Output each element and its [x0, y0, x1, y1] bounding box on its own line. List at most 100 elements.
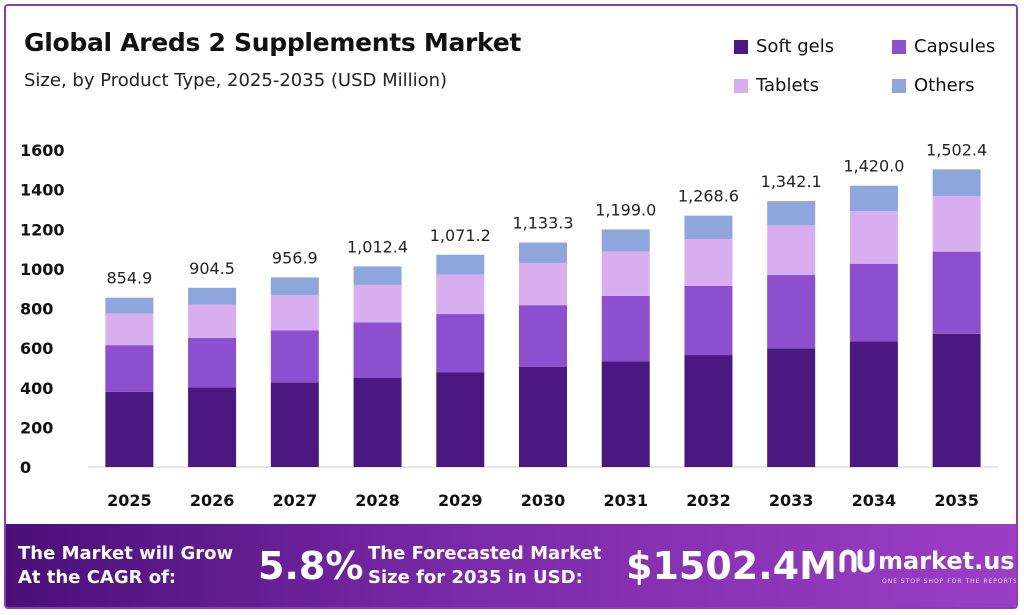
cagr-label: The Market will Grow At the CAGR of: — [18, 542, 233, 590]
bar-segment — [601, 251, 650, 296]
y-tick-label: 1000 — [20, 260, 65, 279]
bar-total-label: 1,199.0 — [595, 200, 656, 219]
bar-segment — [684, 215, 733, 239]
bar-segment — [436, 372, 485, 467]
bar-segment — [105, 313, 154, 346]
y-tick-label: 0 — [20, 458, 31, 477]
x-tick-label: 2026 — [190, 491, 235, 510]
x-tick-label: 2028 — [355, 491, 400, 510]
legend-swatch — [892, 78, 906, 93]
y-tick-label: 1600 — [20, 141, 65, 160]
bar-segment — [270, 295, 319, 331]
cagr-label-line1: The Market will Grow — [18, 543, 234, 564]
bar-segment — [436, 314, 485, 373]
chart-title: Global Areds 2 Supplements Market — [24, 28, 522, 57]
cagr-label-line2: At the CAGR of: — [18, 567, 177, 588]
bar-segment — [601, 361, 650, 467]
legend: Soft gels Capsules Tablets Others — [6, 36, 1016, 116]
legend-label: Capsules — [914, 36, 996, 57]
legend-item-tablets: Tablets — [734, 75, 819, 96]
y-tick-label: 1200 — [20, 220, 65, 239]
bar-segment — [684, 238, 733, 286]
chart-frame: Global Areds 2 Supplements Market Size, … — [4, 4, 1018, 609]
bar-segment — [849, 211, 898, 264]
x-tick-label: 2027 — [273, 491, 318, 510]
brand-tagline: ONE STOP SHOP FOR THE REPORTS — [882, 578, 1018, 585]
bar-segment — [353, 266, 402, 285]
forecast-label-line2: Size for 2035 in USD: — [368, 567, 583, 588]
x-tick-label: 2033 — [769, 491, 814, 510]
bar-total-label: 1,012.4 — [347, 237, 408, 256]
legend-label: Soft gels — [756, 36, 835, 57]
y-tick-label: 1400 — [20, 181, 65, 200]
bar-segment — [932, 195, 981, 252]
forecast-label-line1: The Forecasted Market — [368, 543, 602, 564]
bar-segment — [849, 185, 898, 212]
bar-segment — [519, 263, 567, 306]
bar-total-label: 956.9 — [272, 248, 318, 267]
legend-item-capsules: Capsules — [892, 36, 995, 57]
x-tick-label: 2030 — [521, 491, 566, 510]
cagr-value: 5.8% — [258, 544, 364, 588]
legend-swatch — [734, 78, 748, 93]
forecast-label: The Forecasted Market Size for 2035 in U… — [368, 542, 601, 590]
stacked-bar-chart: 0 200 400 600 800 1000 1200 1400 1600 854.9 2025 90… — [20, 140, 998, 510]
bar-segment — [519, 366, 567, 467]
bar-segment — [601, 229, 650, 252]
bar-segment — [684, 355, 733, 467]
bar-segment — [270, 382, 319, 467]
brand-logo: market.us ONE STOP SHOP FOR THE REPORTS — [838, 544, 1016, 585]
legend-label: Others — [914, 75, 975, 96]
forecast-value: $1502.4M — [626, 544, 837, 588]
x-tick-label: 2025 — [107, 491, 152, 510]
bar-segment — [353, 322, 402, 378]
bar-segment — [270, 330, 319, 383]
legend-swatch — [892, 39, 906, 54]
market-us-logo-icon — [839, 549, 875, 573]
bar-segment — [436, 254, 485, 275]
bar-segment — [353, 377, 402, 467]
bar-total-label: 1,133.3 — [512, 213, 573, 232]
bar-segment — [188, 287, 237, 305]
bar-segment — [601, 295, 650, 362]
bar-segment — [849, 263, 898, 342]
legend-label: Tablets — [756, 75, 819, 96]
bar-segment — [684, 285, 733, 356]
bar-segment — [849, 341, 898, 467]
bar-segment — [519, 242, 567, 264]
bar-segment — [188, 387, 237, 467]
bar-segment — [932, 251, 981, 334]
bar-total-label: 904.5 — [189, 259, 235, 278]
bar-total-label: 1,342.1 — [761, 172, 822, 191]
bar-segment — [188, 304, 237, 339]
bar-segment — [932, 333, 981, 467]
brand-name: market.us — [878, 547, 1015, 575]
bar-segment — [105, 297, 154, 314]
bar-segment — [105, 391, 154, 467]
bar-segment — [767, 275, 816, 349]
bar-total-label: 1,071.2 — [430, 226, 491, 245]
y-tick-label: 200 — [20, 418, 53, 437]
bar-segment — [767, 225, 816, 276]
bar-segment — [270, 277, 319, 296]
bar-segment — [105, 345, 154, 392]
bar-total-label: 854.9 — [106, 269, 152, 288]
bar-total-label: 1,268.6 — [678, 187, 739, 206]
x-tick-label: 2032 — [686, 491, 731, 510]
y-tick-label: 600 — [20, 339, 53, 358]
x-tick-label: 2031 — [603, 491, 648, 510]
y-tick-label: 800 — [20, 300, 53, 319]
legend-item-soft-gels: Soft gels — [734, 36, 834, 57]
bar-segment — [767, 348, 816, 467]
footer-banner: The Market will Grow At the CAGR of: 5.8… — [6, 524, 1016, 607]
bar-total-label: 1,502.4 — [926, 140, 987, 159]
legend-item-others: Others — [892, 75, 975, 96]
bar-segment — [188, 338, 237, 388]
y-tick-label: 400 — [20, 379, 53, 398]
chart-subtitle: Size, by Product Type, 2025-2035 (USD Mi… — [24, 70, 448, 91]
bar-segment — [353, 284, 402, 323]
x-tick-label: 2029 — [438, 491, 483, 510]
bar-segment — [932, 169, 981, 196]
x-tick-label: 2035 — [934, 491, 979, 510]
bar-segment — [767, 201, 816, 226]
